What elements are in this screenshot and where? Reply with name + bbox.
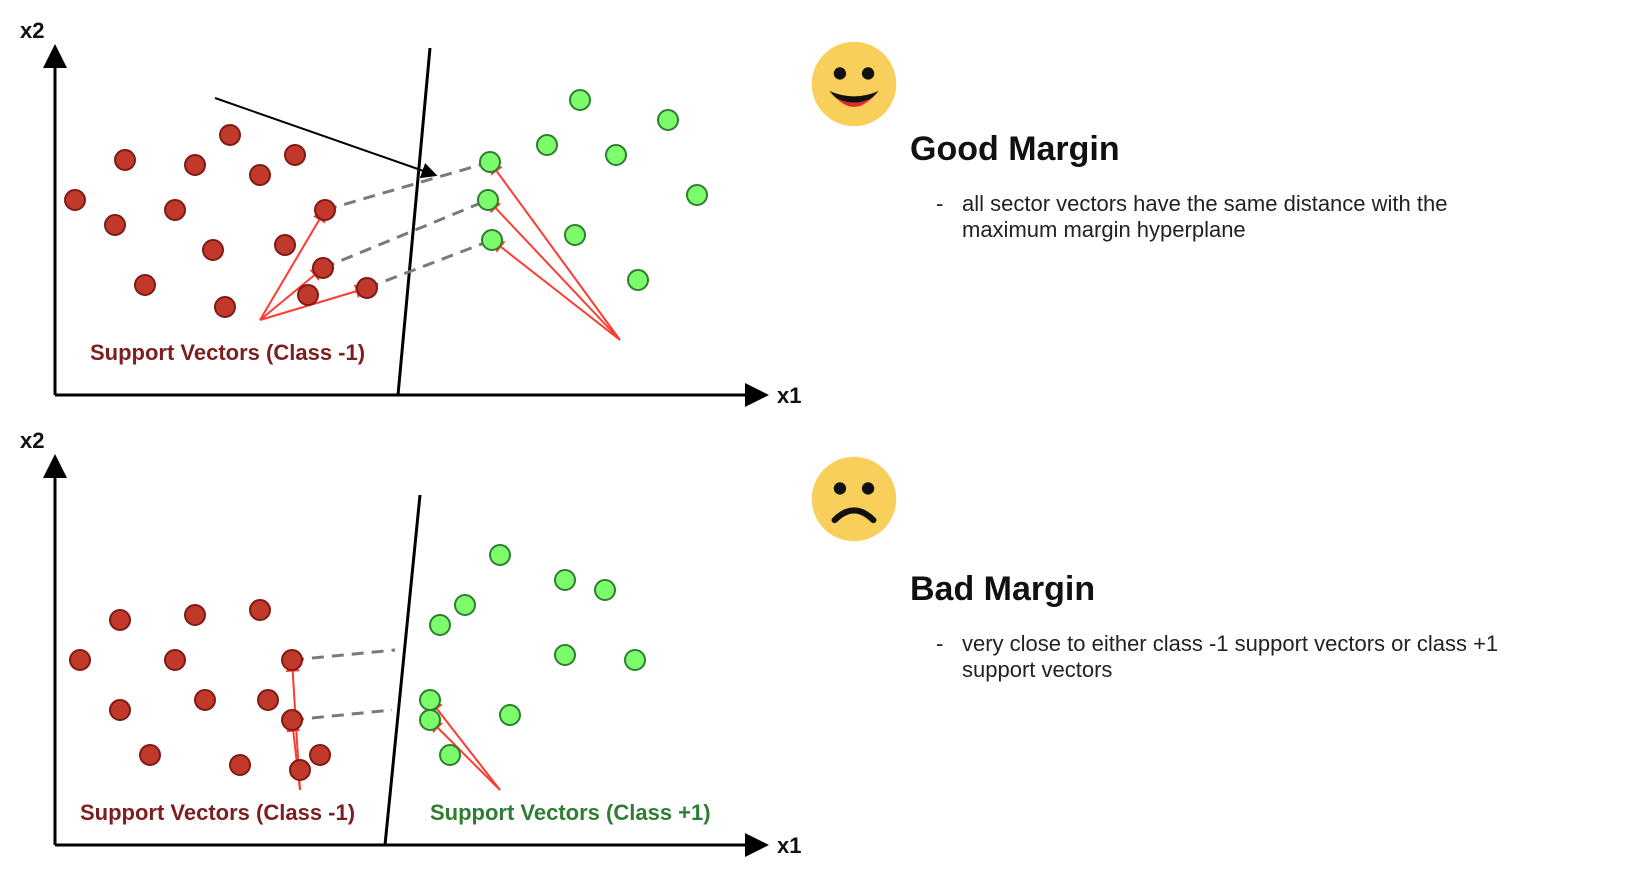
bad-margin-bullet: -very close to either class -1 support v… [910,631,1542,683]
good-margin-bullet: -all sector vectors have the same distan… [910,191,1542,243]
svg-text:x1: x1 [777,383,801,408]
sad-face-icon [810,455,898,548]
happy-face-icon [810,40,898,133]
svg-text:x1: x1 [777,833,801,858]
bad-margin-title: Bad Margin [910,570,1542,609]
svg-text:x2: x2 [20,428,44,453]
svg-text:Support Vectors (Class -1): Support Vectors (Class -1) [90,340,365,365]
svg-text:x2: x2 [20,18,44,43]
good-margin-panel: Good Margin -all sector vectors have the… [910,130,1542,243]
svg-text:Support Vectors (Class +1): Support Vectors (Class +1) [430,800,711,825]
good-margin-title: Good Margin [910,130,1542,169]
bad-margin-panel: Bad Margin -very close to either class -… [910,570,1542,683]
svg-text:Support Vectors (Class -1): Support Vectors (Class -1) [80,800,355,825]
